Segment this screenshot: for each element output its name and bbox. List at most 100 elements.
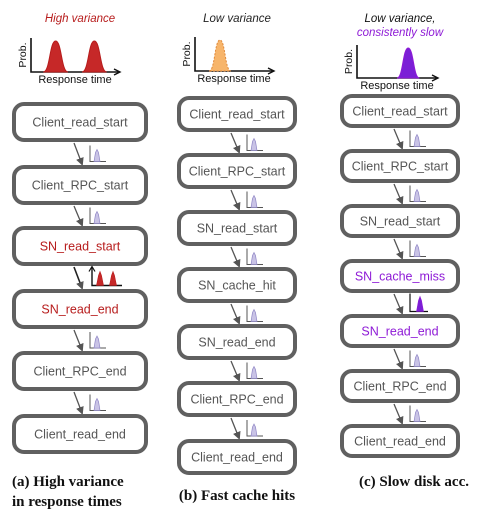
trace-node-client-rpc-start: Client_RPC_start: [340, 149, 460, 183]
mini-peak-2: [109, 270, 117, 286]
node-label: Client_read_end: [191, 451, 283, 465]
node-box: [340, 94, 460, 128]
trace-node-client-read-start: Client_read_start: [177, 96, 297, 132]
trace-node-sn-cache-miss: SN_cache_miss: [340, 259, 460, 293]
mini-axes: [89, 332, 106, 349]
edge-latency-histogram: [246, 134, 263, 151]
mini-axes: [89, 145, 106, 162]
edge-latency-histogram: [88, 265, 122, 287]
node-label: SN_cache_miss: [355, 270, 445, 284]
node-box: [177, 267, 297, 303]
panel-caption: (c) Slow disk acc.: [359, 474, 469, 490]
mini-peak: [93, 397, 101, 411]
x-axis-arrow: [267, 67, 276, 75]
edge-latency-histogram: [409, 405, 426, 422]
node-box: [12, 289, 148, 329]
mini-peak: [250, 308, 258, 322]
trace-node-client-read-end: Client_read_end: [177, 439, 297, 475]
trace-node-sn-cache-hit: SN_cache_hit: [177, 267, 297, 303]
y-axis-label: Prob.: [181, 41, 193, 66]
flow-arrow: [393, 403, 404, 425]
node-box: [177, 96, 297, 132]
node-box: [12, 165, 148, 205]
edge-latency-histogram: [246, 191, 263, 208]
mini-axes: [409, 240, 426, 257]
x-axis-label: Response time: [197, 73, 270, 85]
node-box: [340, 259, 460, 293]
flow-arrow: [73, 205, 84, 227]
mini-peak: [413, 353, 421, 367]
panel-caption: in response times: [12, 494, 122, 510]
node-box: [340, 369, 460, 403]
distribution-peak-1: [208, 39, 232, 72]
flow-arrow: [393, 183, 404, 205]
node-box: [177, 439, 297, 475]
distribution-axes: [30, 38, 119, 73]
flow-arrow: [73, 266, 84, 290]
node-label: SN_cache_hit: [198, 279, 276, 293]
flow-arrow: [73, 391, 84, 415]
mini-axes: [246, 134, 263, 151]
response-time-distribution-a: Prob. Response time: [17, 38, 122, 86]
mini-axes: [246, 362, 263, 379]
node-label: Client_read_end: [34, 428, 126, 442]
panel-header: consistently slow: [357, 27, 444, 39]
edge-latency-histogram: [89, 145, 106, 162]
flow-arrow: [393, 293, 404, 315]
distribution-peak-2: [81, 40, 107, 73]
node-label: Client_RPC_end: [353, 380, 446, 394]
node-label: Client_read_end: [354, 435, 446, 449]
panel-caption: (a) High variance: [12, 474, 124, 490]
node-box: [177, 210, 297, 246]
mini-peak: [413, 243, 421, 257]
y-axis-label: Prob.: [343, 49, 355, 74]
edge-latency-histogram: [246, 305, 263, 322]
node-box: [177, 381, 297, 417]
edge-latency-histogram: [409, 240, 426, 257]
mini-peak: [250, 251, 258, 265]
response-time-distribution-b: Prob. Response time: [181, 37, 276, 85]
mini-peak: [250, 365, 258, 379]
mini-axes: [409, 130, 426, 147]
trace-node-sn-read-start: SN_read_start: [12, 226, 148, 266]
mini-axes: [91, 267, 122, 287]
panel-header: Low variance: [203, 13, 271, 25]
panel-header: High variance: [45, 13, 115, 25]
trace-node-client-read-start: Client_read_start: [340, 94, 460, 128]
trace-node-client-rpc-start: Client_RPC_start: [12, 165, 148, 205]
flow-arrow: [230, 189, 241, 211]
edge-latency-histogram: [409, 185, 426, 202]
flow-arrow: [73, 329, 84, 352]
edge-latency-histogram: [409, 293, 428, 313]
mini-peak: [250, 137, 258, 151]
node-box: [12, 414, 148, 454]
x-axis-label: Response time: [360, 80, 433, 92]
panel-a: High variance Client_read_start Client_RPC…: [12, 13, 148, 510]
trace-node-client-read-end: Client_read_end: [12, 414, 148, 454]
distribution-axes: [356, 45, 437, 79]
node-box: [12, 102, 148, 142]
distribution-axes: [194, 37, 273, 72]
panel-b: Low variance Client_read_start Client_RPC_…: [177, 13, 297, 504]
panel-c: Low variance, consistently slow Client_rea…: [340, 13, 469, 490]
flow-arrow: [73, 142, 84, 166]
flow-arrow: [230, 132, 241, 154]
node-label: Client_RPC_end: [190, 393, 283, 407]
mini-peak: [250, 194, 258, 208]
trace-node-sn-read-end: SN_read_end: [340, 314, 460, 348]
flow-arrow: [230, 303, 241, 325]
mini-peak: [93, 335, 101, 349]
node-label: Client_RPC_start: [189, 165, 286, 179]
trace-node-client-rpc-start: Client_RPC_start: [177, 153, 297, 189]
mini-peak: [413, 188, 421, 202]
mini-peak: [93, 210, 101, 224]
node-label: Client_read_start: [352, 105, 448, 119]
mini-axes: [409, 350, 426, 367]
flow-arrow: [230, 246, 241, 268]
mini-peak: [413, 408, 421, 422]
mini-axes: [89, 394, 106, 411]
mini-axes: [89, 207, 106, 224]
edge-latency-histogram: [246, 362, 263, 379]
node-label: SN_read_start: [197, 222, 278, 236]
